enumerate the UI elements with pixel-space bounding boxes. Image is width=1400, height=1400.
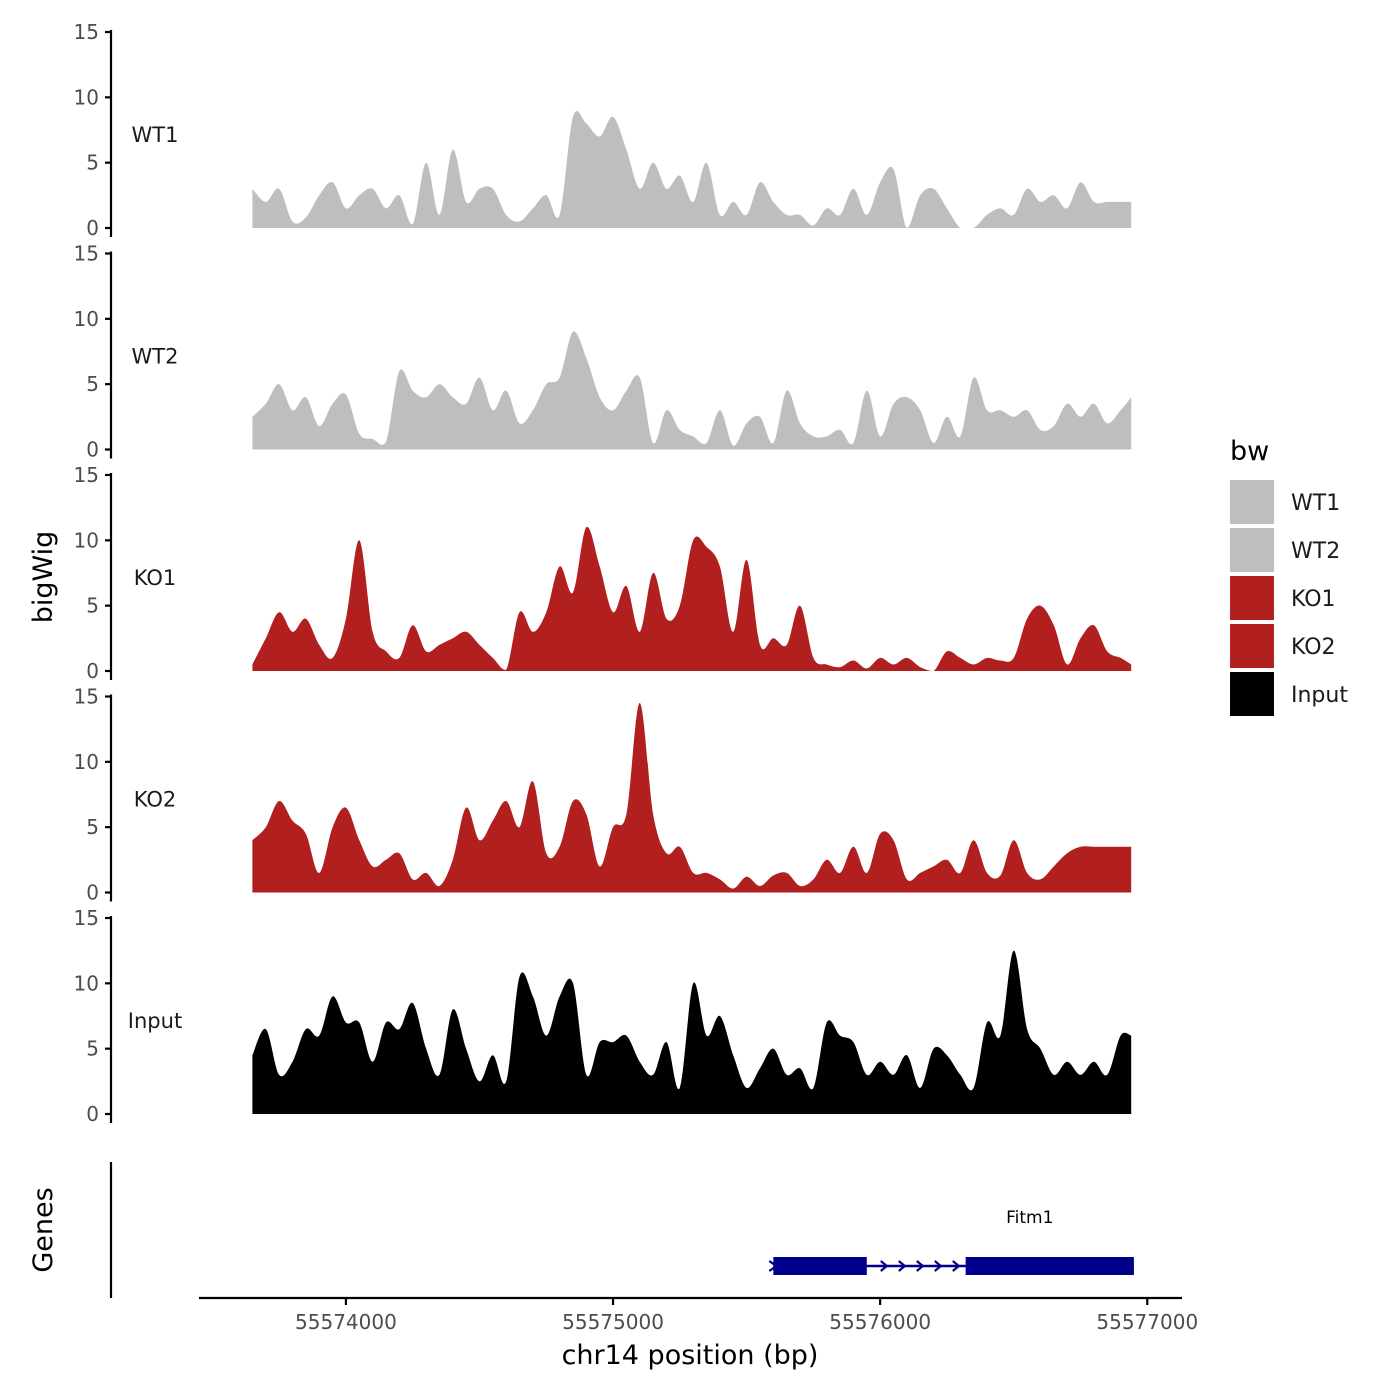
y-tick-label: 10	[74, 528, 99, 552]
panel-ko1: 0 5 10 15 KO1	[74, 463, 1132, 683]
y-tick-label: 10	[74, 307, 99, 331]
y-tick-label: 10	[74, 971, 99, 995]
x-ticks: 55574000 55575000 55576000 55577000	[295, 1298, 1198, 1334]
strand-arrow-icon	[880, 1260, 889, 1272]
gene-exon	[773, 1257, 867, 1275]
track-label: WT2	[132, 345, 179, 369]
strand-arrow-icon	[898, 1260, 907, 1272]
gene-shapes: Fitm1	[768, 1208, 1134, 1275]
y-tick-label: 15	[74, 906, 99, 930]
coverage-area-wt1	[252, 110, 1132, 228]
gene-exon	[965, 1257, 1134, 1275]
y-tick-label: 5	[86, 815, 99, 839]
x-tick-label: 55575000	[562, 1310, 664, 1334]
x-tick-label: 55577000	[1096, 1310, 1198, 1334]
y-tick-label: 0	[86, 1102, 99, 1126]
y-tick-label: 5	[86, 372, 99, 396]
track-label: Input	[128, 1009, 182, 1033]
x-axis-title: chr14 position (bp)	[562, 1340, 819, 1371]
gene-track-title: Genes	[28, 1187, 59, 1272]
legend-title: bw	[1230, 436, 1269, 467]
legend-label: Input	[1291, 683, 1348, 708]
x-axis: 55574000 55575000 55576000 55577000 chr14 p…	[199, 1296, 1198, 1371]
legend-entries: WT1 WT2 KO1 KO2 Input	[1230, 480, 1348, 716]
coverage-area-ko1	[252, 526, 1132, 671]
legend-label: KO2	[1291, 635, 1336, 660]
y-tick-label: 0	[86, 216, 99, 240]
x-tick-label: 55576000	[829, 1310, 931, 1334]
bigwig-tracks: 0 5 10 15 WT1 0 5 10 15 WT2 0 5 10 15 KO1 0 5 10 15 KO2 0 5 10…	[74, 20, 1132, 1126]
strand-arrow-icon	[934, 1260, 943, 1272]
panel-wt2: 0 5 10 15 WT2	[74, 242, 1132, 462]
x-tick-label: 55574000	[295, 1310, 397, 1334]
track-label: KO2	[134, 788, 177, 812]
y-tick-label: 15	[74, 463, 99, 487]
legend-swatch-ko1	[1230, 576, 1274, 620]
y-tick-label: 5	[86, 151, 99, 175]
track-label: KO1	[134, 566, 177, 590]
y-tick-label: 15	[74, 685, 99, 709]
panel-input: 0 5 10 15 Input	[74, 906, 1132, 1126]
legend-swatch-wt1	[1230, 480, 1274, 524]
legend-swatch-wt2	[1230, 528, 1274, 572]
legend-swatch-input	[1230, 672, 1274, 716]
y-tick-label: 0	[86, 659, 99, 683]
y-axis-title: bigWig	[28, 531, 59, 624]
gene-track: Genes Fitm1	[28, 1162, 1134, 1298]
y-tick-label: 10	[74, 85, 99, 109]
legend-label: WT2	[1291, 539, 1340, 564]
coverage-area-wt2	[252, 331, 1132, 450]
y-tick-label: 15	[74, 242, 99, 266]
coverage-area-ko2	[252, 703, 1132, 893]
coverage-area-input	[252, 950, 1132, 1114]
legend: bw WT1 WT2 KO1 KO2 Input	[1230, 436, 1348, 716]
y-tick-label: 0	[86, 438, 99, 462]
y-tick-label: 15	[74, 20, 99, 44]
y-tick-label: 5	[86, 1037, 99, 1061]
panel-wt1: 0 5 10 15 WT1	[74, 20, 1132, 240]
y-tick-label: 10	[74, 750, 99, 774]
legend-label: WT1	[1291, 491, 1340, 516]
strand-arrow-icon	[916, 1260, 925, 1272]
gene-label: Fitm1	[1006, 1208, 1053, 1228]
y-tick-label: 5	[86, 594, 99, 618]
track-label: WT1	[132, 123, 179, 147]
legend-swatch-ko2	[1230, 624, 1274, 668]
strand-arrow-icon	[768, 1260, 779, 1272]
strand-arrow-icon	[952, 1260, 961, 1272]
y-tick-label: 0	[86, 881, 99, 905]
legend-label: KO1	[1291, 587, 1336, 612]
panel-ko2: 0 5 10 15 KO2	[74, 685, 1132, 905]
